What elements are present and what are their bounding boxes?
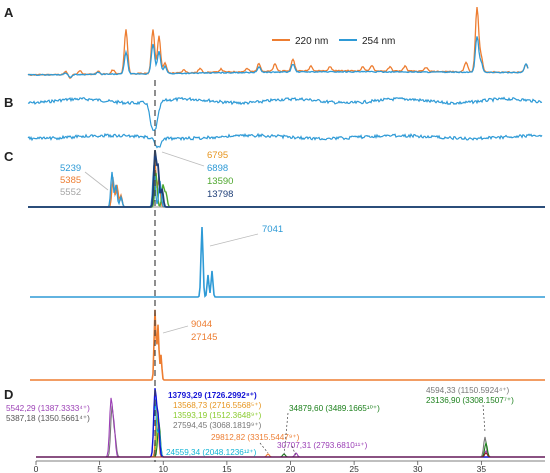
c2-leader — [209, 233, 259, 247]
x-tick-label: 20 — [286, 464, 296, 473]
d-label-5387: 5387,18 (1350.5661⁴⁺) — [6, 414, 90, 423]
x-tick-label: 0 — [34, 464, 39, 473]
trace-c3-9044 — [30, 309, 545, 381]
c1-left-labels: 5239 5385 5552 — [60, 163, 109, 198]
d-label-13793: 13793,29 (1726.2992⁸⁺) — [168, 391, 257, 400]
x-tick-label: 15 — [222, 464, 232, 473]
trace-c1-13798 — [28, 150, 545, 208]
x-tick-label: 30 — [413, 464, 423, 473]
c1-label-13798: 13798 — [207, 189, 233, 200]
trace-c1-5552 — [28, 176, 545, 208]
c1-label-13590: 13590 — [207, 176, 233, 187]
c3-label-9044: 9044 — [191, 319, 212, 330]
x-tick-label: 35 — [477, 464, 487, 473]
trace-b-lower — [27, 132, 543, 149]
d-leader-23136 — [482, 404, 486, 433]
c1-label-5239: 5239 — [60, 163, 81, 174]
x-axis-ticks: 0 5 10 15 20 25 30 35 — [34, 461, 487, 473]
d-leader-34879 — [283, 412, 289, 457]
panel-label-d: D — [4, 387, 13, 402]
x-tick-label: 5 — [97, 464, 102, 473]
trace-a-254nm — [27, 36, 529, 79]
c1-right-labels: 6795 6898 13590 13798 — [161, 150, 233, 200]
c1-right-leader — [161, 151, 205, 167]
trace-d-8B1A1A — [36, 452, 545, 458]
c1-left-leader — [84, 171, 109, 191]
c1-label-6898: 6898 — [207, 163, 228, 174]
trace-c1-13590 — [28, 172, 545, 208]
c1-label-6795: 6795 — [207, 150, 228, 161]
d-label-13568: 13568,73 (2716.5568⁵⁺) — [173, 401, 262, 410]
trace-b-upper — [27, 96, 543, 131]
legend: 220 nm 254 nm — [272, 36, 395, 47]
d-label-27594: 27594,45 (3068.1819⁹⁺) — [173, 421, 262, 430]
x-tick-label: 10 — [159, 464, 169, 473]
d-leader-30707 — [291, 445, 297, 457]
d-label-5542: 5542,29 (1387.3333⁴⁺) — [6, 404, 90, 413]
d-label-24559: 24559,34 (2048.1236¹²⁺) — [166, 448, 257, 457]
trace-c1-5239 — [28, 164, 545, 208]
d-label-34879: 34879,60 (3489.1665¹⁰⁺) — [289, 404, 380, 413]
panel-d-traces — [36, 388, 545, 458]
d-label-29812: 29812,82 (3315.5447⁹⁺) — [211, 433, 300, 442]
c1-label-5385: 5385 — [60, 175, 81, 186]
trace-a-220nm — [27, 7, 529, 80]
c2-label-7041: 7041 — [262, 224, 283, 235]
c3-label-27145: 27145 — [191, 332, 217, 343]
d-label-30707: 30707,31 (2793.6810¹¹⁺) — [277, 441, 368, 450]
trace-c1-5385 — [28, 160, 545, 208]
panel-label-c: C — [4, 149, 14, 164]
d-label-4594: 4594,33 (1150.5924⁴⁺) — [426, 386, 510, 395]
c3-leader — [162, 325, 189, 334]
panel-label-b: B — [4, 95, 13, 110]
x-tick-label: 25 — [349, 464, 359, 473]
c1-label-5552: 5552 — [60, 187, 81, 198]
panel-label-a: A — [4, 5, 14, 20]
trace-c2-7041 — [30, 226, 545, 298]
d-leader-29812 — [259, 442, 269, 454]
legend-label-220: 220 nm — [295, 36, 328, 47]
d-label-23136: 23136,90 (3308.1507⁷⁺) — [426, 396, 514, 405]
d-annotations: 5542,29 (1387.3333⁴⁺) 5387,18 (1350.5661… — [6, 386, 514, 457]
legend-label-254: 254 nm — [362, 36, 395, 47]
d-label-13593: 13593,19 (1512.3648⁹⁺) — [173, 411, 262, 420]
